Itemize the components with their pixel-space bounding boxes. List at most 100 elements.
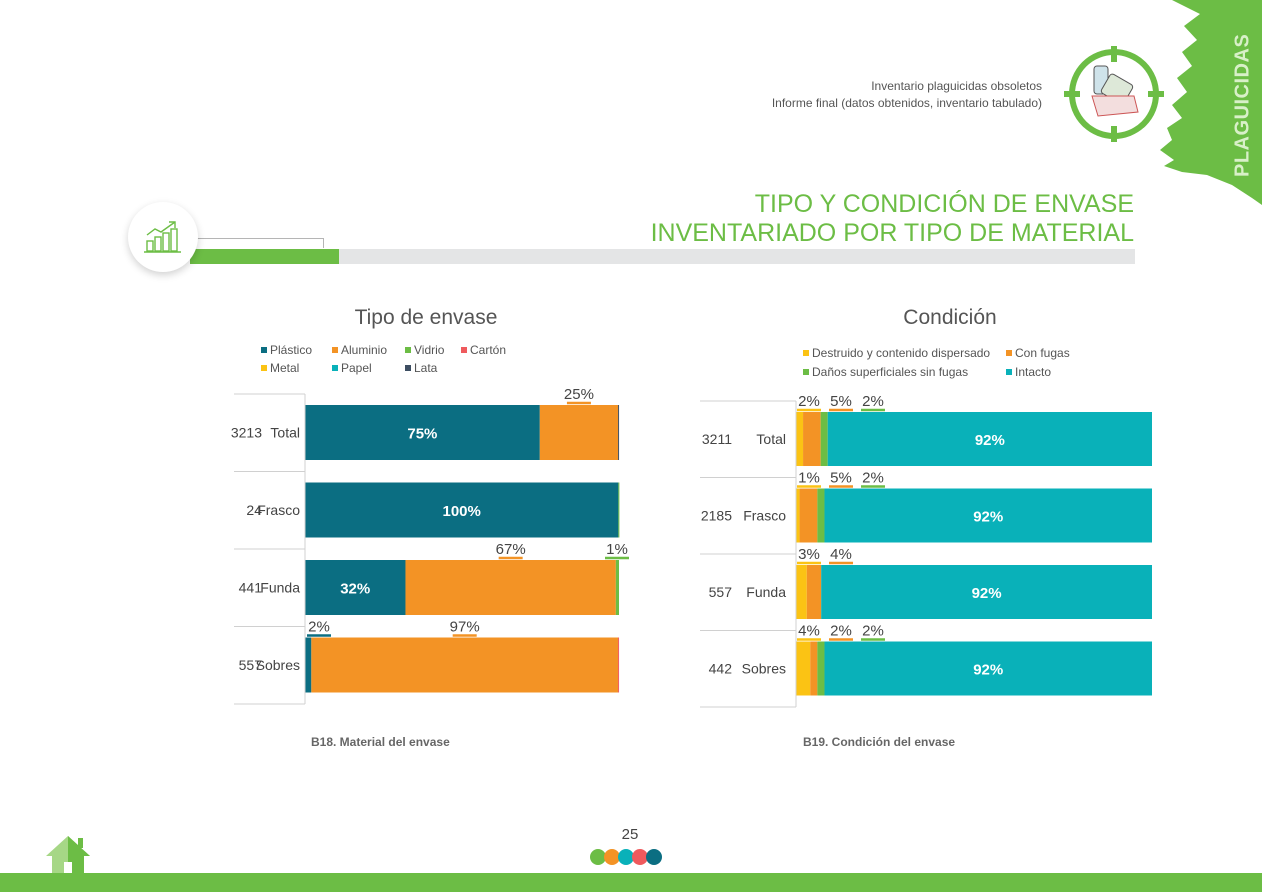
footer-bar bbox=[0, 873, 1262, 892]
bar-segment bbox=[817, 488, 825, 543]
bar-segment bbox=[821, 565, 1152, 619]
legend-swatch bbox=[1006, 350, 1012, 356]
data-label: 1% bbox=[798, 470, 820, 487]
bar-segment bbox=[305, 482, 619, 538]
chart1-caption: B18. Material del envase bbox=[311, 735, 450, 749]
legend-label: Vidrio bbox=[414, 343, 445, 357]
bar-segment bbox=[618, 637, 620, 693]
legend-item: Papel bbox=[332, 361, 372, 375]
bar-segment bbox=[618, 405, 620, 460]
legend-swatch bbox=[261, 365, 267, 371]
legend-label: Metal bbox=[270, 361, 300, 375]
category-count: 557 bbox=[709, 584, 733, 600]
bar-segment bbox=[305, 637, 312, 693]
data-label: 92% bbox=[972, 585, 1002, 602]
data-label: 2% bbox=[830, 623, 852, 640]
home-icon[interactable] bbox=[44, 834, 92, 874]
bar-segment bbox=[796, 641, 811, 696]
bar-segment bbox=[810, 641, 818, 696]
color-dot bbox=[632, 849, 648, 865]
bar-segment bbox=[827, 412, 1152, 466]
legend-label: Aluminio bbox=[341, 343, 388, 357]
growth-chart-icon bbox=[144, 221, 181, 253]
category-count: 3213 bbox=[231, 425, 262, 441]
legend-swatch bbox=[261, 347, 267, 353]
category-count: 2185 bbox=[701, 508, 732, 524]
data-label: 3% bbox=[798, 546, 820, 563]
chart2-title: Condición bbox=[903, 306, 997, 329]
legend-label: Daños superficiales sin fugas bbox=[812, 365, 969, 379]
legend-item: Plástico bbox=[261, 343, 312, 357]
bar-segment bbox=[803, 412, 821, 466]
category-label: Total bbox=[270, 425, 300, 441]
category-label: Frasco bbox=[257, 502, 300, 518]
legend-swatch bbox=[332, 365, 338, 371]
category-label: Sobres bbox=[256, 657, 300, 673]
section-title: TIPO Y CONDICIÓN DE ENVASE INVENTARIADO … bbox=[651, 190, 1134, 248]
document-subtitle: Informe final (datos obtenidos, inventar… bbox=[771, 96, 1042, 110]
data-label: 2% bbox=[862, 623, 884, 640]
legend-item: Con fugas bbox=[1006, 346, 1070, 360]
data-label: 4% bbox=[798, 623, 820, 640]
legend-swatch bbox=[461, 347, 467, 353]
color-dots-decoration bbox=[590, 849, 662, 865]
legend-swatch bbox=[803, 369, 809, 375]
legend-item: Metal bbox=[261, 361, 299, 375]
section-rule-connector bbox=[193, 238, 324, 248]
data-label: 5% bbox=[830, 393, 852, 410]
bar-segment bbox=[796, 412, 804, 466]
category-count: 441 bbox=[239, 580, 263, 596]
legend-swatch bbox=[405, 347, 411, 353]
data-label: 5% bbox=[830, 470, 852, 487]
brush-stroke-decoration bbox=[1160, 0, 1262, 205]
bar-segment bbox=[539, 405, 619, 460]
category-count: 3211 bbox=[702, 431, 732, 447]
bar-segment bbox=[820, 412, 828, 466]
color-dot bbox=[646, 849, 662, 865]
legend-item: Destruido y contenido dispersado bbox=[803, 346, 990, 360]
legend-swatch bbox=[1006, 369, 1012, 375]
data-label: 97% bbox=[450, 619, 480, 636]
bar-segment bbox=[824, 641, 1152, 696]
category-label: Funda bbox=[260, 580, 300, 596]
data-label: 2% bbox=[862, 470, 884, 487]
category-count: 442 bbox=[709, 661, 733, 677]
section-rule-grey bbox=[338, 249, 1135, 264]
bar-segment bbox=[311, 637, 619, 693]
chart2-caption: B19. Condición del envase bbox=[803, 735, 956, 749]
legend-item: Lata bbox=[405, 361, 437, 375]
data-label: 75% bbox=[407, 426, 437, 443]
legend-label: Plástico bbox=[270, 343, 313, 357]
legend-swatch bbox=[332, 347, 338, 353]
color-dot bbox=[618, 849, 634, 865]
bar-segment bbox=[806, 565, 822, 619]
bar-segment bbox=[405, 560, 616, 615]
category-label: Total bbox=[756, 431, 786, 447]
data-label: 92% bbox=[973, 509, 1003, 526]
category-label: Funda bbox=[746, 584, 786, 600]
legend-item: Intacto bbox=[1006, 365, 1051, 379]
document-title: Inventario plaguicidas obsoletos bbox=[871, 79, 1042, 93]
bar-segment bbox=[796, 488, 800, 543]
legend-label: Papel bbox=[341, 361, 372, 375]
legend-swatch bbox=[405, 365, 411, 371]
legend-item: Daños superficiales sin fugas bbox=[803, 365, 968, 379]
legend-item: Vidrio bbox=[405, 343, 444, 357]
data-label: 2% bbox=[798, 393, 820, 410]
chart2-plot: 3211 Total 2% 5% 2% 92% 2185 Frasco 1% 5% 2% 92% 557… bbox=[700, 393, 1152, 708]
legend-label: Cartón bbox=[470, 343, 507, 357]
bar-segment bbox=[796, 565, 807, 619]
bar-segment bbox=[824, 488, 1152, 543]
data-label: 32% bbox=[340, 581, 370, 598]
section-rule-green bbox=[190, 249, 339, 264]
bar-segment bbox=[305, 560, 406, 615]
bar-segment bbox=[615, 560, 619, 615]
section-title-line2: INVENTARIADO POR TIPO DE MATERIAL bbox=[650, 219, 1134, 247]
chart-badge bbox=[128, 202, 198, 272]
color-dot bbox=[604, 849, 620, 865]
section-title-line1: TIPO Y CONDICIÓN DE ENVASE bbox=[754, 190, 1134, 218]
data-label: 92% bbox=[975, 432, 1005, 449]
data-label: 1% bbox=[606, 541, 628, 558]
bar-segment bbox=[305, 405, 540, 460]
